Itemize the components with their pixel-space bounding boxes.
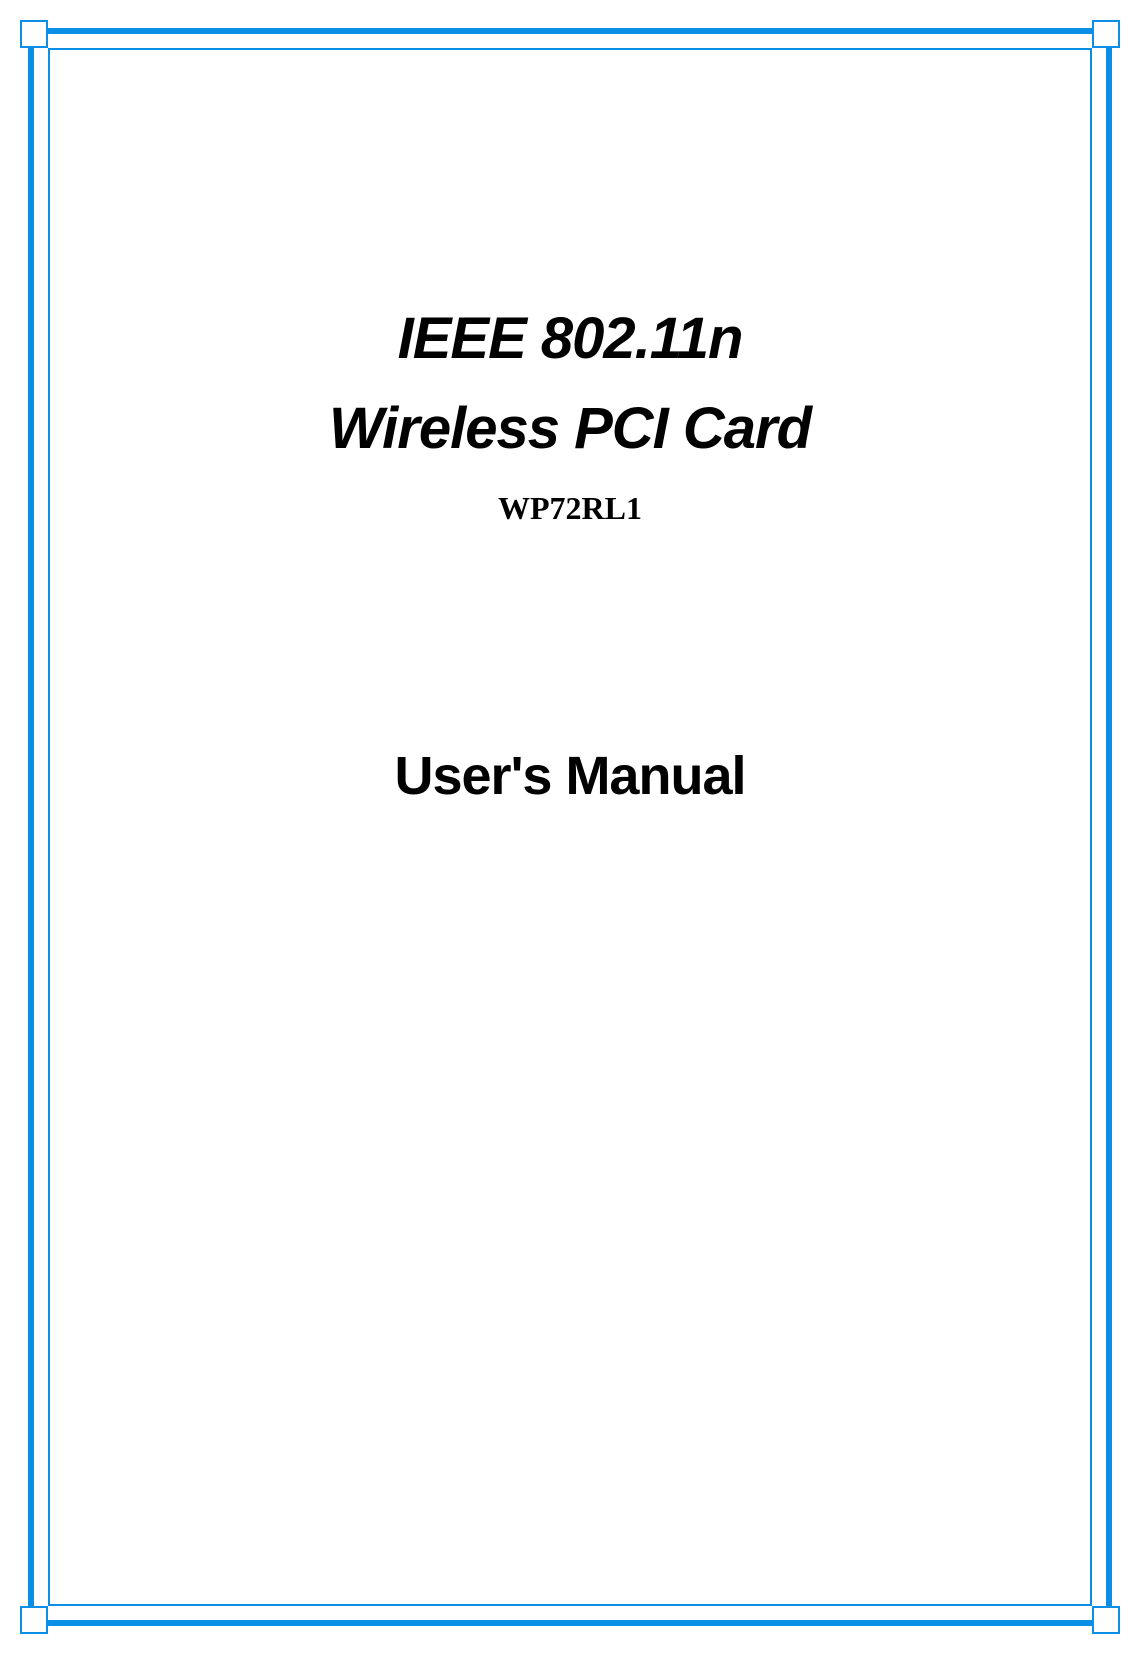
product-title-line2: Wireless PCI Card — [0, 395, 1140, 462]
model-number: WP72RL1 — [0, 490, 1140, 527]
cover-content: IEEE 802.11n Wireless PCI Card WP72RL1 U… — [0, 0, 1140, 1654]
document-type: User's Manual — [0, 745, 1140, 807]
product-title-line1: IEEE 802.11n — [0, 305, 1140, 372]
